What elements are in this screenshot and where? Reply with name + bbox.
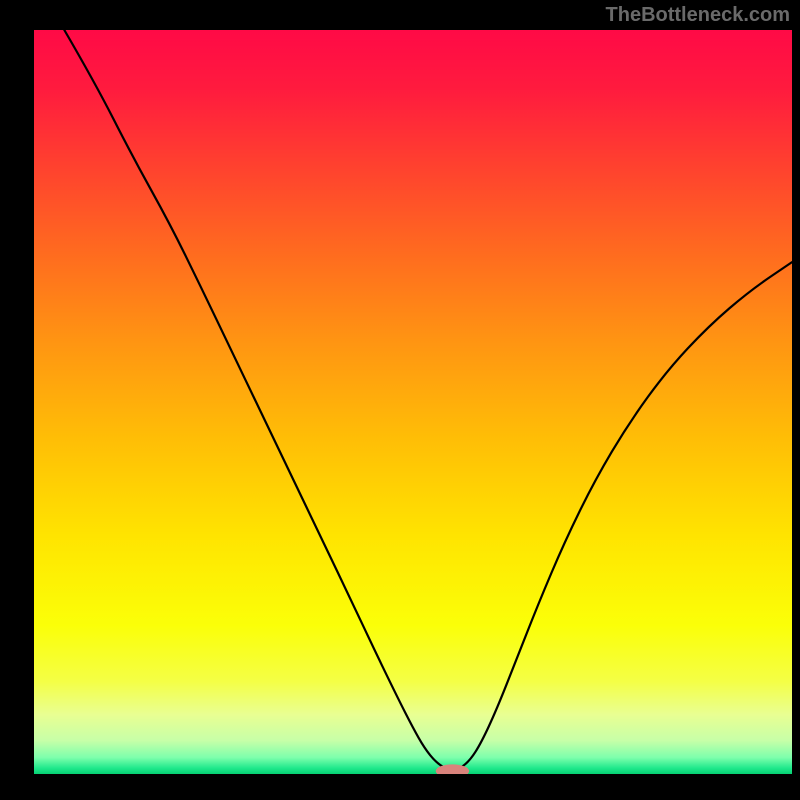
frame-border [0, 774, 800, 800]
frame-border [792, 0, 800, 800]
chart-container: TheBottleneck.com [0, 0, 800, 800]
frame-border [0, 0, 34, 800]
gradient-background [34, 30, 792, 774]
bottleneck-curve-chart [0, 0, 800, 800]
watermark-text: TheBottleneck.com [606, 4, 790, 27]
